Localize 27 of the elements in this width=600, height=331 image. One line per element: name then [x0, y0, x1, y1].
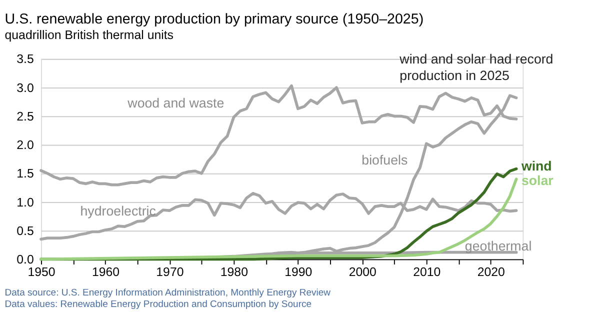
chart-title: U.S. renewable energy production by primary source (1950–2025) [4, 12, 424, 28]
x-tick-label: 1970 [156, 264, 184, 279]
x-tick-label: 1980 [220, 264, 248, 279]
chart-subtitle: quadrillion British thermal units [4, 28, 174, 42]
series-label: wood and waste [126, 95, 224, 110]
series-label: geothermal [464, 238, 532, 254]
series-label: biofuels [362, 152, 408, 168]
x-tick-label: 2020 [477, 264, 505, 279]
annotation: wind and solar had record production in 2025 [398, 52, 554, 83]
series-label: solar [521, 173, 554, 188]
x-tick-label: 2010 [413, 264, 441, 279]
x-tick-label: 1950 [28, 264, 56, 279]
y-tick-label: 0.5 [16, 224, 34, 238]
series-label: hydroelectric [80, 204, 156, 219]
y-tick-label: 1.0 [16, 195, 34, 210]
text: Data values: Renewable Energy Production and Consumption by Source [4, 298, 312, 310]
y-tick-label: 1.5 [16, 166, 34, 181]
y-tick-label: 2.5 [16, 109, 34, 124]
y-tick-label: 3.5 [16, 52, 34, 66]
x-tick-label: 1960 [92, 264, 120, 279]
y-tick-label: 3.0 [16, 80, 34, 95]
series-label: wind [520, 158, 552, 174]
source-note: Data source: U.S. Energy Information Administration, Monthly Energy Review [4, 287, 331, 298]
x-tick-label: 2000 [348, 264, 377, 279]
y-tick-label: 2.0 [16, 138, 34, 152]
x-tick-label: 1990 [284, 264, 312, 279]
y-tick-label: 0.0 [16, 252, 34, 267]
